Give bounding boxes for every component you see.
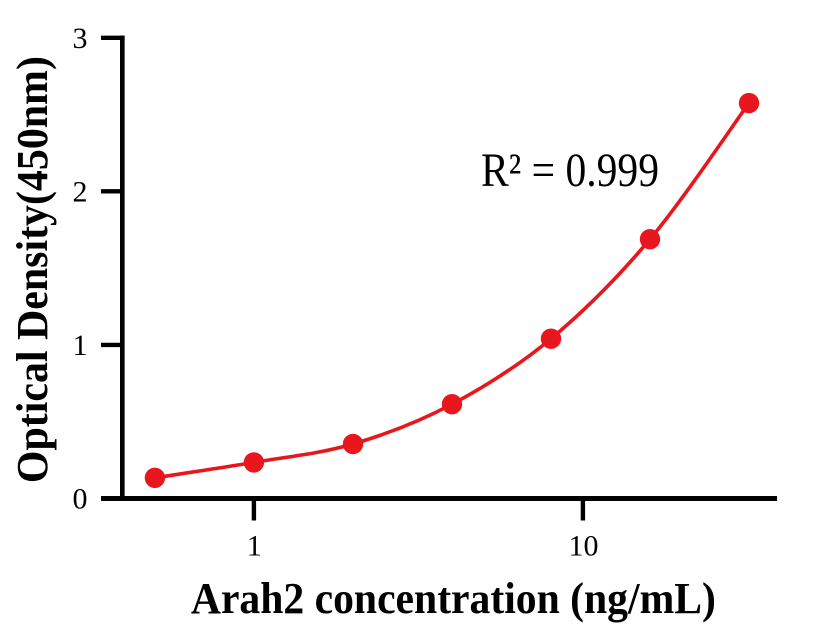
- svg-text:0: 0: [73, 483, 88, 516]
- svg-text:2: 2: [73, 175, 88, 208]
- svg-text:R² = 0.999: R² = 0.999: [481, 144, 659, 197]
- svg-text:3: 3: [73, 22, 88, 55]
- svg-text:1: 1: [247, 530, 262, 563]
- svg-text:10: 10: [569, 530, 599, 563]
- svg-text:1: 1: [73, 329, 88, 362]
- svg-text:Optical Density(450nm): Optical Density(450nm): [8, 56, 57, 483]
- svg-text:Arah2 concentration (ng/mL): Arah2 concentration (ng/mL): [191, 574, 716, 623]
